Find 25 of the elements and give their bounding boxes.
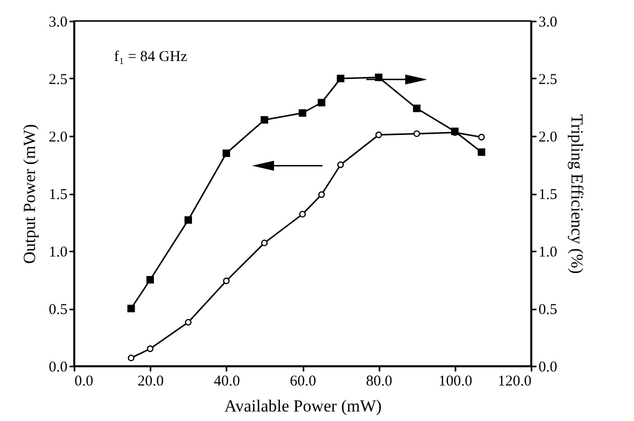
x-axis-title: Available Power (mW)	[224, 396, 382, 416]
y2-tick-label: 2.0	[538, 130, 558, 146]
y2-tick-label: 2.5	[538, 72, 558, 88]
y-tick-label: 2.0	[48, 130, 68, 146]
y-tick-label: 1.0	[48, 244, 68, 260]
y-axis-title: Output Power (mW)	[20, 124, 39, 264]
x-tick-label: 20.0	[138, 374, 164, 390]
x-tick-label: 0.0	[74, 374, 94, 390]
y-tick-label: 2.5	[48, 72, 68, 88]
y2-tick-label: 0.0	[538, 360, 558, 376]
y-tick-label: 0.0	[48, 360, 68, 376]
x-tick-label: 100.0	[438, 374, 472, 390]
x-tick-label: 40.0	[214, 374, 240, 390]
y2-tick-label: 1.5	[538, 187, 558, 203]
y-tick-label: 0.5	[48, 302, 68, 318]
annotation: f₁ = 84 GHz	[114, 49, 188, 65]
y2-tick-label: 0.5	[538, 302, 558, 318]
y2-axis-title: Tripling Efficiency (%)	[567, 114, 586, 274]
x-tick-label: 120.0	[498, 374, 532, 390]
x-tick-label: 80.0	[366, 374, 392, 390]
y2-tick-label: 1.0	[538, 244, 558, 260]
y-tick-label: 3.0	[48, 14, 68, 30]
y2-tick-label: 3.0	[538, 14, 558, 30]
y-tick-label: 1.5	[48, 187, 68, 203]
x-tick-label: 60.0	[290, 374, 316, 390]
